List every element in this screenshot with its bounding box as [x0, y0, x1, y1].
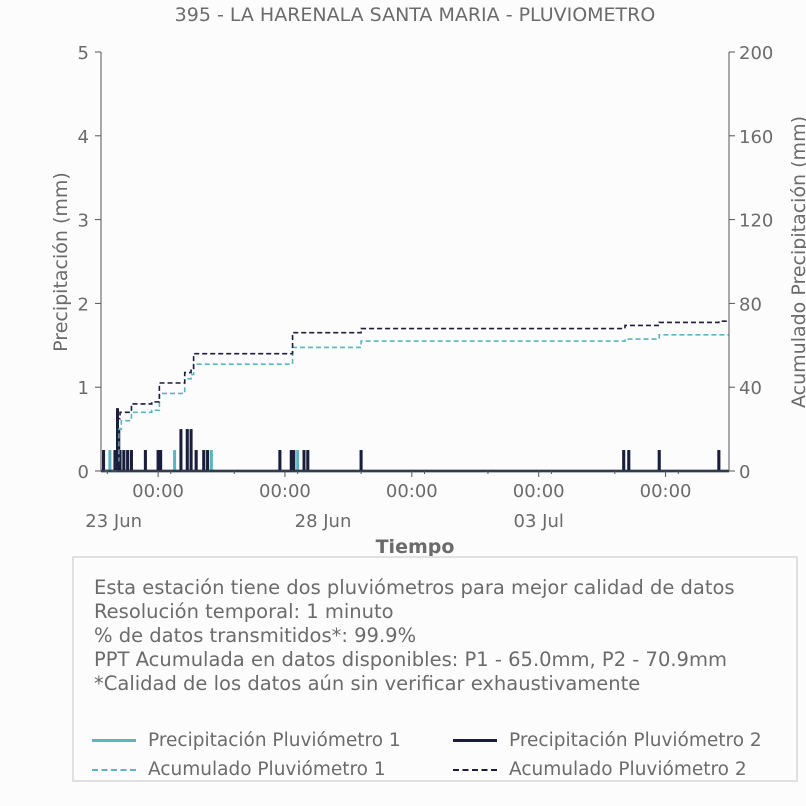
- y2-tick-label: 80: [739, 294, 762, 315]
- x-date-label: 28 Jun: [295, 511, 352, 532]
- x-date-label: 23 Jun: [85, 511, 142, 532]
- x-tick-label: 00:00: [386, 481, 438, 502]
- y2-tick-label: 200: [739, 43, 773, 64]
- y-tick-label: 1: [78, 378, 89, 399]
- y2-tick-label: 0: [739, 462, 750, 483]
- x-axis-title: Tiempo: [376, 536, 455, 558]
- y2-tick-label: 120: [739, 211, 773, 232]
- y-tick-label: 3: [78, 211, 89, 232]
- legend-label: Precipitación Pluviómetro 2: [509, 730, 762, 751]
- info-line: Esta estación tiene dos pluviómetros par…: [94, 576, 735, 599]
- y2-tick-label: 40: [739, 378, 762, 399]
- precipitation-chart: 395 - LA HARENALA SANTA MARIA - PLUVIOME…: [50, 4, 806, 558]
- y2-axis-title: Acumulado Precipitación (mm): [788, 116, 806, 408]
- x-tick-label: 00:00: [513, 481, 565, 502]
- legend-label: Acumulado Pluviómetro 2: [509, 759, 747, 780]
- cumulative-line: [103, 320, 729, 472]
- x-date-label: 03 Jul: [514, 511, 564, 532]
- info-panel: Esta estación tiene dos pluviómetros par…: [72, 556, 798, 782]
- y-tick-label: 4: [78, 127, 89, 148]
- legend-label: Acumulado Pluviómetro 1: [148, 759, 386, 780]
- x-tick-label: 00:00: [132, 481, 184, 502]
- y-tick-label: 2: [78, 294, 89, 315]
- cumulative-line: [103, 334, 729, 472]
- legend-swatch-solid-icon: [92, 739, 136, 742]
- info-line: PPT Acumulada en datos disponibles: P1 -…: [94, 648, 727, 671]
- legend-swatch-dashed-icon: [92, 768, 136, 771]
- info-line: % de datos transmitidos*: 99.9%: [94, 624, 417, 647]
- y2-tick-label: 160: [739, 127, 773, 148]
- legend-item-acum-p1: Acumulado Pluviómetro 1: [92, 759, 386, 780]
- legend-item-precip-p2: Precipitación Pluviómetro 2: [453, 730, 762, 751]
- y-tick-label: 5: [78, 43, 89, 64]
- x-tick-label: 00:00: [259, 481, 311, 502]
- info-line: *Calidad de los datos aún sin verificar …: [94, 672, 641, 695]
- x-tick-label: 00:00: [640, 481, 692, 502]
- legend-swatch-solid-icon: [453, 739, 497, 742]
- info-line: Resolución temporal: 1 minuto: [94, 600, 394, 623]
- legend-item-acum-p2: Acumulado Pluviómetro 2: [453, 759, 747, 780]
- y-tick-label: 0: [78, 462, 89, 483]
- legend-swatch-dashed-icon: [453, 768, 497, 771]
- chart-title: 395 - LA HARENALA SANTA MARIA - PLUVIOME…: [175, 4, 656, 26]
- legend-item-precip-p1: Precipitación Pluviómetro 1: [92, 730, 401, 751]
- legend-label: Precipitación Pluviómetro 1: [148, 730, 401, 751]
- info-lines: Esta estación tiene dos pluviómetros par…: [94, 576, 735, 696]
- y-axis-title: Precipitación (mm): [50, 172, 72, 352]
